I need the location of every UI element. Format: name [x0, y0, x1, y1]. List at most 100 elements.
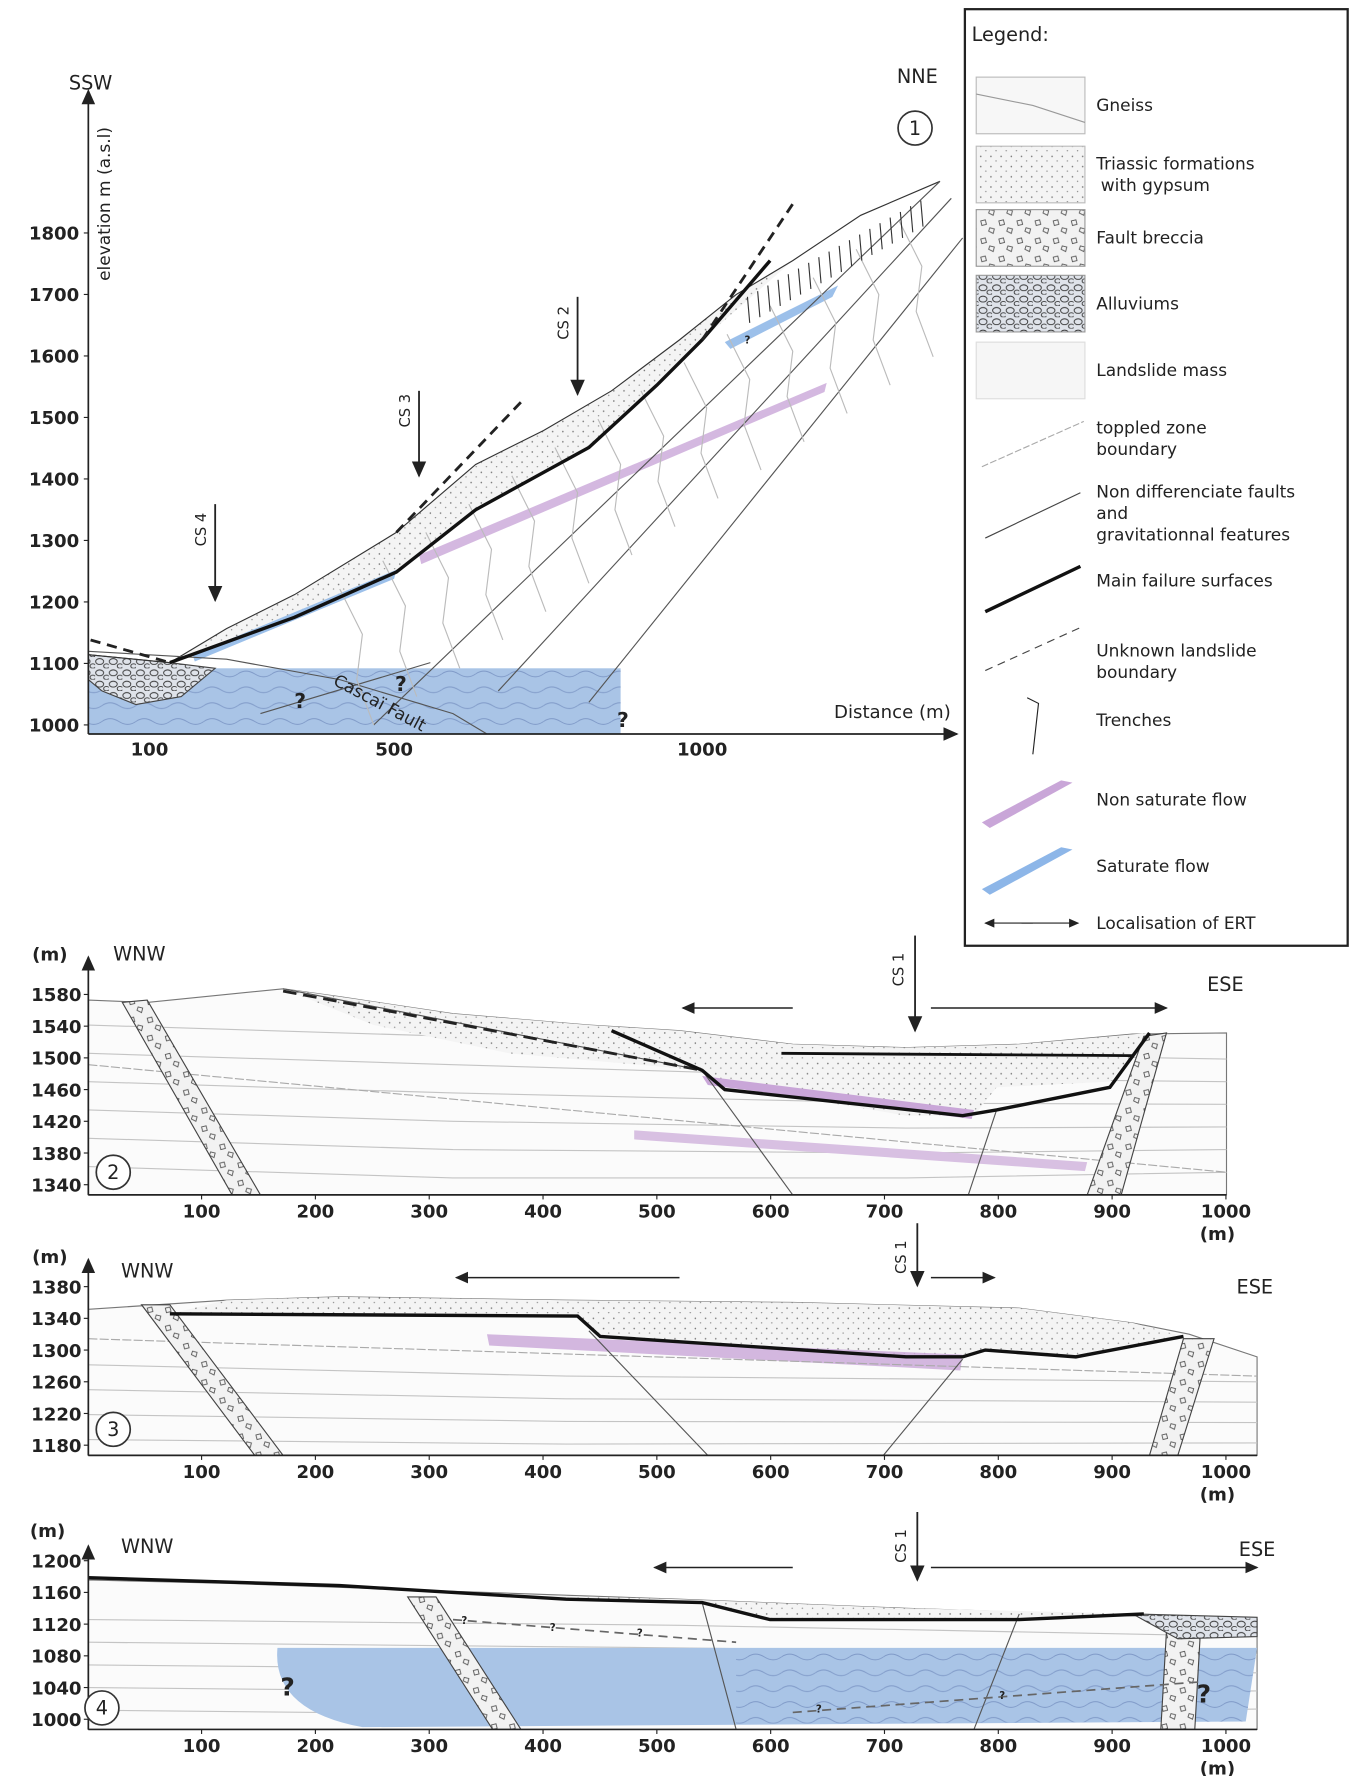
section-number: 1 — [909, 117, 921, 140]
y-tick-label: 1400 — [29, 470, 79, 491]
cs-label: CS 4 — [193, 513, 210, 547]
swatch — [976, 210, 1085, 267]
figure: 1000110012001300140015001600170018001005… — [0, 0, 1359, 1776]
y-tick-label: 1300 — [31, 1341, 81, 1362]
trench — [809, 263, 811, 289]
x-tick-label: 700 — [866, 1462, 904, 1483]
direction-label: ESE — [1207, 973, 1244, 996]
y-tick-label: 1580 — [31, 985, 81, 1006]
y-tick-label: 1700 — [29, 285, 79, 306]
trench — [921, 201, 923, 227]
question-mark: ? — [280, 1672, 294, 1701]
y-tick-label: 1300 — [29, 531, 79, 552]
trench — [788, 274, 790, 300]
y-tick-label: 1080 — [31, 1647, 81, 1668]
question-mark: ? — [637, 1629, 643, 1640]
gneiss-foliation — [512, 476, 546, 612]
y-tick-label: 1460 — [31, 1080, 81, 1101]
legend-label: Non differenciate faults — [1096, 482, 1295, 502]
x-tick-label: 900 — [1093, 1462, 1131, 1483]
legend-label: Non saturate flow — [1096, 790, 1247, 810]
x-tick-label: 100 — [183, 1202, 221, 1223]
x-tick-label: 400 — [524, 1462, 562, 1483]
y-unit: (m) — [30, 1521, 65, 1542]
y-tick-label: 1120 — [31, 1615, 81, 1636]
y-tick-label: 1160 — [31, 1583, 81, 1604]
legend-label: boundary — [1096, 440, 1177, 460]
x-tick-label: 800 — [979, 1462, 1017, 1483]
x-tick-label: 800 — [979, 1736, 1017, 1757]
x-tick-label: 1000 — [677, 739, 727, 760]
x-tick-label: 300 — [410, 1462, 448, 1483]
gneiss-foliation — [727, 334, 761, 470]
x-tick-label: 500 — [375, 739, 413, 760]
x-tick-label: 200 — [296, 1202, 334, 1223]
gneiss-foliation — [555, 447, 589, 583]
question-mark: ? — [294, 689, 306, 713]
y-tick-label: 1540 — [31, 1017, 81, 1038]
fault-breccia — [1161, 1631, 1201, 1730]
legend-label: toppled zone — [1096, 418, 1206, 438]
question-mark: ? — [999, 1691, 1005, 1702]
y-axis-label: elevation m (a.s.l) — [95, 127, 115, 281]
gneiss-foliation — [770, 306, 804, 442]
x-tick-label: 500 — [638, 1462, 676, 1483]
y-tick-label: 1040 — [31, 1678, 81, 1699]
cs-label: CS 1 — [891, 953, 908, 987]
y-tick-label: 1600 — [29, 347, 79, 368]
gneiss-foliation — [684, 363, 718, 499]
trench — [849, 240, 851, 266]
direction-label: WNW — [121, 1535, 173, 1558]
legend-label: gravitationnal features — [1096, 525, 1290, 545]
legend-label: Fault breccia — [1096, 229, 1204, 249]
fault — [589, 238, 963, 702]
x-tick-label: 400 — [524, 1736, 562, 1757]
y-tick-label: 1380 — [31, 1144, 81, 1165]
legend-label: Main failure surfaces — [1096, 572, 1273, 592]
x-tick-label: 1000 — [1201, 1202, 1251, 1223]
swatch — [976, 342, 1085, 399]
y-unit: (m) — [32, 944, 67, 965]
legend-label: Alluviums — [1096, 294, 1179, 314]
trench — [870, 229, 872, 255]
direction-label: ESE — [1237, 1275, 1274, 1298]
legend-label: Trenches — [1095, 711, 1171, 731]
trench — [758, 291, 760, 317]
trench — [911, 206, 913, 232]
gneiss-foliation — [598, 419, 632, 555]
legend-label: Unknown landslide — [1096, 641, 1256, 661]
question-mark: ? — [816, 1704, 822, 1715]
legend-label: Localisation of ERT — [1096, 914, 1256, 934]
y-tick-label: 1380 — [31, 1277, 81, 1298]
section-number: 3 — [107, 1418, 119, 1441]
x-tick-label: 1000 — [1201, 1736, 1251, 1757]
x-tick-label: 600 — [752, 1202, 790, 1223]
cs-label: CS 2 — [556, 306, 573, 340]
section-number: 2 — [107, 1161, 119, 1184]
direction-label: SSW — [69, 72, 112, 95]
x-tick-label: 300 — [410, 1202, 448, 1223]
cs-label: CS 3 — [397, 394, 414, 428]
trench — [798, 269, 800, 295]
y-tick-label: 1800 — [29, 224, 79, 245]
x-tick-label: 700 — [866, 1202, 904, 1223]
direction-label: ESE — [1239, 1538, 1276, 1561]
trench — [839, 246, 841, 272]
y-tick-label: 1340 — [31, 1309, 81, 1330]
cs-label: CS 1 — [893, 1240, 910, 1274]
trench — [890, 218, 892, 244]
swatch — [976, 146, 1085, 203]
x-tick-label: 1000 — [1201, 1462, 1251, 1483]
trench — [819, 257, 821, 283]
legend-label: with gypsum — [1101, 176, 1210, 196]
x-tick-label: 100 — [183, 1462, 221, 1483]
y-tick-label: 1500 — [29, 408, 79, 429]
x-tick-label: 100 — [131, 739, 169, 760]
legend-label: Saturate flow — [1096, 857, 1210, 877]
main-failure-surface — [170, 261, 770, 663]
y-tick-label: 1180 — [31, 1436, 81, 1457]
y-tick-label: 1200 — [29, 593, 79, 614]
legend-label: boundary — [1096, 663, 1177, 683]
direction-label: WNW — [121, 1260, 173, 1283]
x-tick-label: 500 — [638, 1202, 676, 1223]
